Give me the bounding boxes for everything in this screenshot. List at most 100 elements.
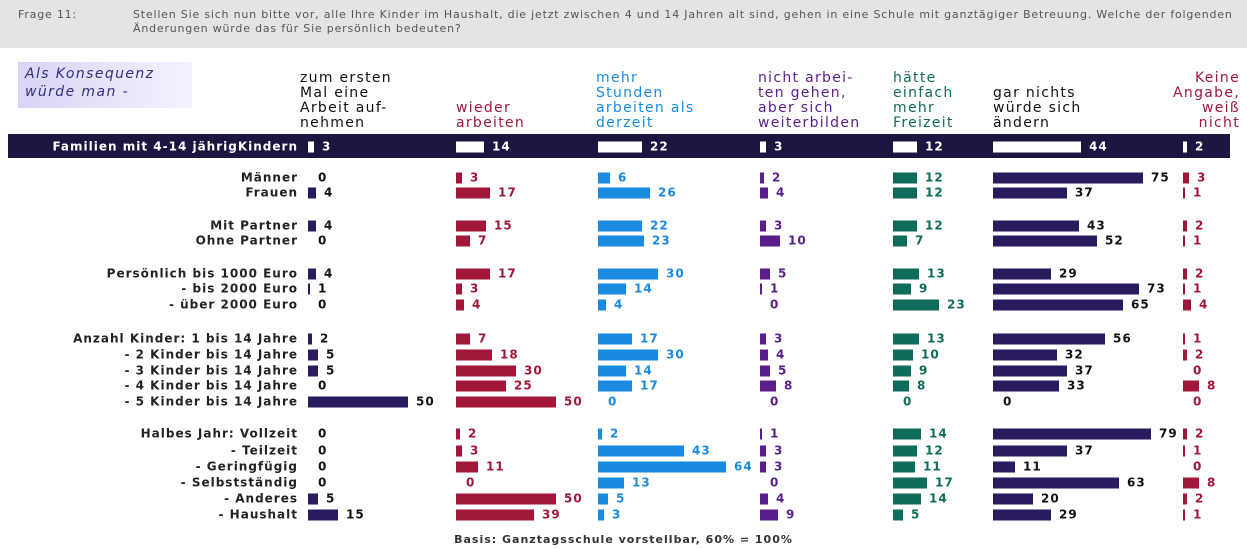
value-label: 52: [1105, 234, 1124, 248]
value-label: 3: [1197, 171, 1206, 185]
value-label: 4: [324, 186, 333, 200]
value-label: 30: [666, 267, 685, 281]
value-label: 17: [498, 267, 517, 281]
bar: [598, 220, 642, 232]
value-label: 1: [1193, 444, 1202, 458]
value-label: 23: [947, 298, 966, 312]
column-header: gar nichts würde sich ändern: [993, 85, 1082, 131]
bar: [993, 509, 1051, 521]
bar: [760, 268, 770, 280]
value-label: 5: [911, 508, 920, 522]
row-label: - bis 2000 Euro: [181, 282, 298, 296]
bar: [760, 365, 770, 377]
value-label: 0: [318, 298, 327, 312]
value-label: 8: [784, 379, 793, 393]
bar: [598, 477, 624, 489]
value-label: 0: [1193, 460, 1202, 474]
bar: [893, 349, 913, 361]
bar: [456, 283, 462, 295]
value-label: 1: [770, 427, 779, 441]
bar: [1183, 493, 1187, 505]
bar: [893, 445, 917, 457]
value-label: 8: [1207, 476, 1216, 490]
value-label: 4: [776, 348, 785, 362]
bar: [1183, 333, 1185, 345]
bar: [598, 235, 644, 247]
bar: [993, 268, 1051, 280]
bar: [1183, 172, 1189, 184]
bar: [456, 333, 470, 345]
value-label: 26: [658, 186, 677, 200]
bar: [598, 461, 726, 473]
bar: [1183, 235, 1185, 247]
value-label: 1: [770, 282, 779, 296]
value-label: 39: [542, 508, 561, 522]
value-label: 14: [929, 427, 948, 441]
bar: [598, 428, 602, 440]
bar: [760, 141, 766, 153]
value-label: 2: [1195, 348, 1204, 362]
bar: [1183, 299, 1191, 311]
bar: [893, 220, 917, 232]
value-label: 11: [923, 460, 942, 474]
value-label: 43: [692, 444, 711, 458]
bar: [993, 283, 1139, 295]
value-label: 3: [774, 460, 783, 474]
bar: [760, 428, 762, 440]
value-label: 50: [564, 492, 583, 506]
value-label: 63: [1127, 476, 1146, 490]
bar: [456, 493, 556, 505]
bar: [993, 461, 1015, 473]
value-label: 13: [632, 476, 651, 490]
bar: [456, 268, 490, 280]
bar: [598, 172, 610, 184]
bar: [893, 477, 927, 489]
row-label: - 4 Kinder bis 14 Jahre: [124, 379, 298, 393]
bar: [598, 509, 604, 521]
bar: [456, 187, 490, 199]
bar: [893, 509, 903, 521]
value-label: 4: [614, 298, 623, 312]
value-label: 2: [1195, 267, 1204, 281]
value-label: 12: [925, 140, 944, 154]
bar: [760, 380, 776, 392]
bar: [993, 172, 1143, 184]
value-label: 2: [1195, 492, 1204, 506]
bar: [893, 299, 939, 311]
bar: [1183, 349, 1187, 361]
value-label: 3: [774, 140, 783, 154]
value-label: 37: [1075, 364, 1094, 378]
bar: [993, 365, 1067, 377]
value-label: 37: [1075, 186, 1094, 200]
column-header: hätte einfach mehr Freizeit: [893, 70, 954, 131]
bar: [893, 141, 917, 153]
value-label: 3: [774, 219, 783, 233]
value-label: 44: [1089, 140, 1108, 154]
value-label: 22: [650, 219, 669, 233]
bar: [993, 220, 1079, 232]
value-label: 29: [1059, 267, 1078, 281]
bar: [893, 365, 911, 377]
row-label: - 2 Kinder bis 14 Jahre: [124, 348, 298, 362]
bar: [456, 349, 492, 361]
bar: [308, 333, 312, 345]
value-label: 4: [324, 219, 333, 233]
bar: [893, 268, 919, 280]
value-label: 3: [470, 444, 479, 458]
bar: [456, 235, 470, 247]
bar: [308, 349, 318, 361]
value-label: 0: [1193, 395, 1202, 409]
bar: [993, 333, 1105, 345]
bar: [893, 428, 921, 440]
value-label: 65: [1131, 298, 1150, 312]
value-label: 7: [478, 332, 487, 346]
value-label: 10: [921, 348, 940, 362]
value-label: 0: [770, 476, 779, 490]
value-label: 4: [472, 298, 481, 312]
bar: [993, 380, 1059, 392]
value-label: 75: [1151, 171, 1170, 185]
value-label: 1: [1193, 508, 1202, 522]
value-label: 0: [318, 444, 327, 458]
bar: [598, 268, 658, 280]
value-label: 4: [1199, 298, 1208, 312]
